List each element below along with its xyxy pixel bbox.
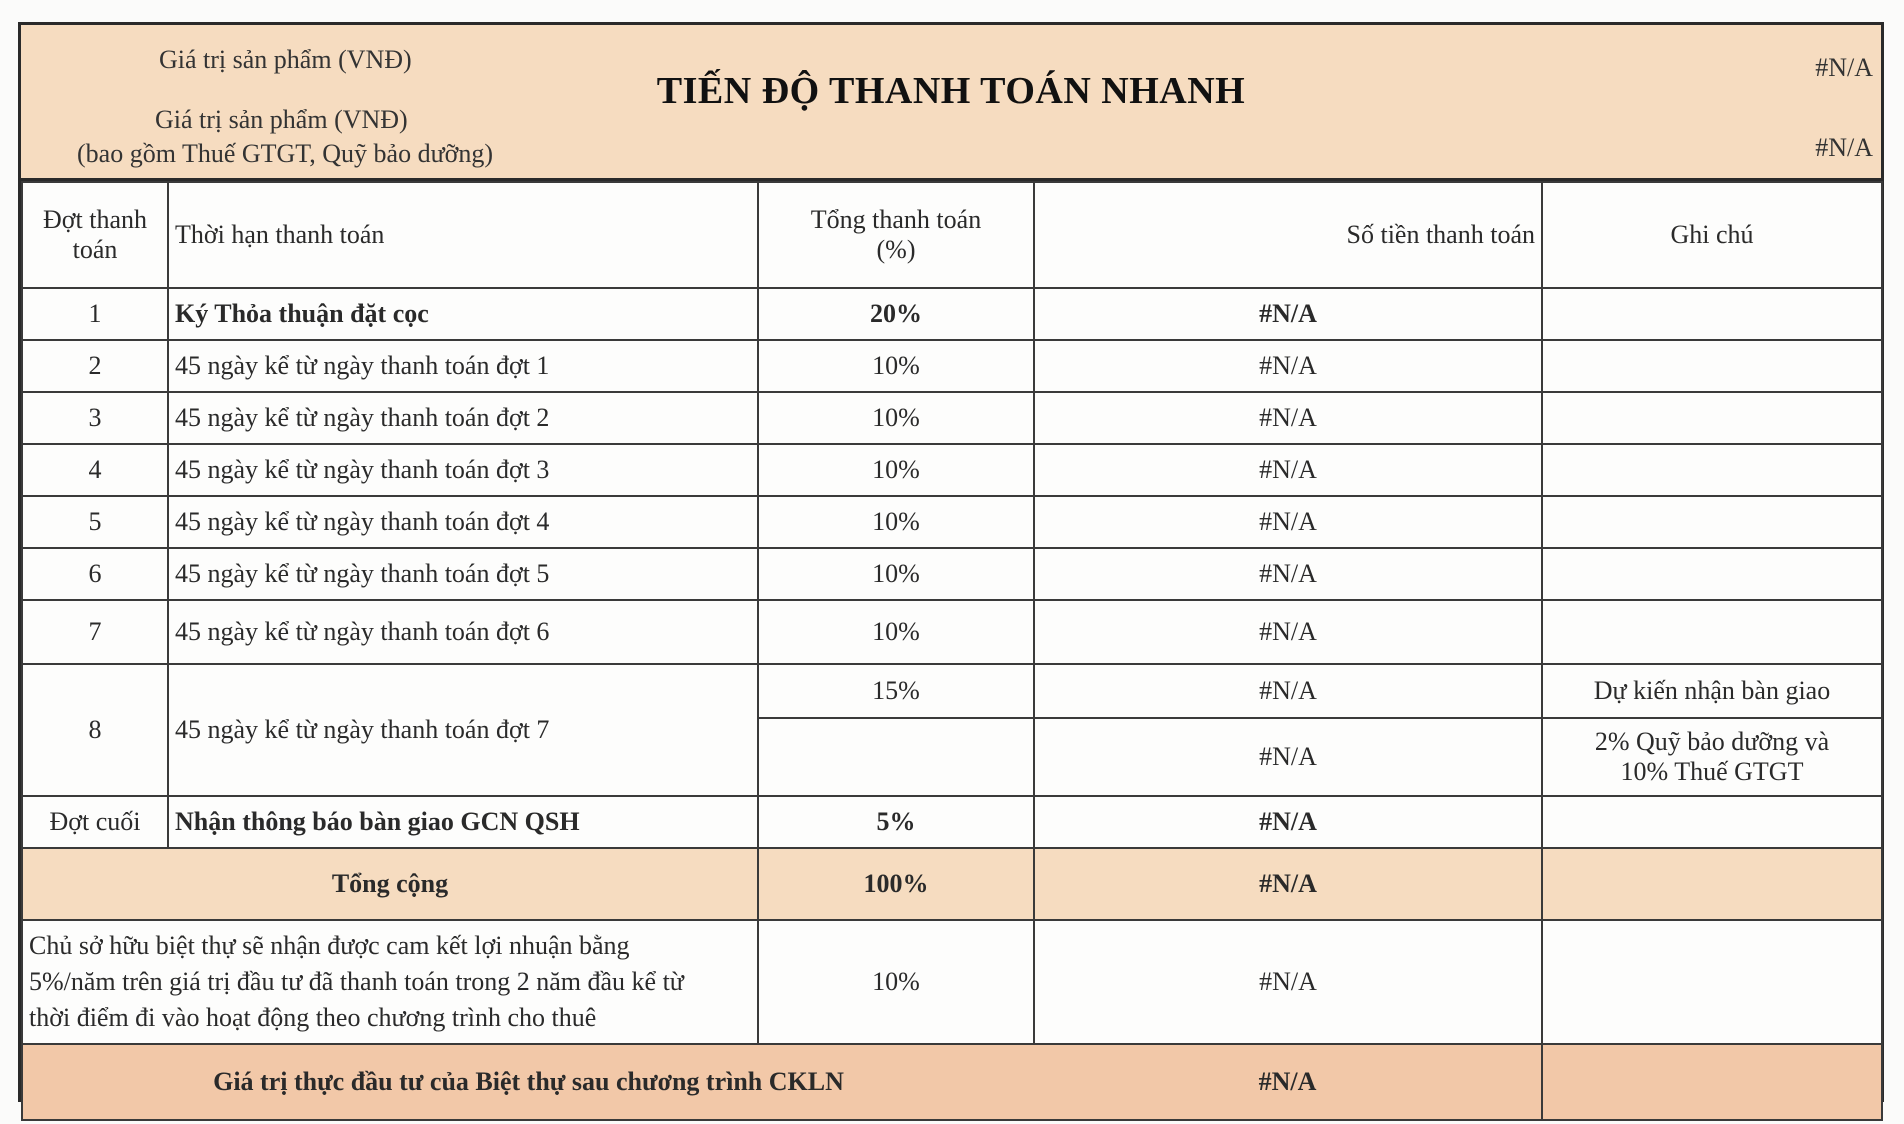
payment-note [1541,391,1883,445]
commitment-percent: 10% [757,919,1035,1045]
col-header-term: Thời hạn thanh toán [167,181,759,289]
payment-percent: 10% [757,599,1035,665]
payment-percent: 10% [757,495,1035,549]
payment-schedule-sheet: Giá trị sản phẩm (VNĐ) Giá trị sản phẩm … [18,22,1884,1121]
payment-amount: #N/A [1033,795,1543,849]
payment-note [1541,443,1883,497]
payment-percent: 5% [757,795,1035,849]
payment-term: 45 ngày kể từ ngày thanh toán đợt 1 [167,339,759,393]
payment-term: 45 ngày kể từ ngày thanh toán đợt 2 [167,391,759,445]
table-row: 6 45 ngày kể từ ngày thanh toán đợt 5 10… [21,547,1883,601]
table-row: #N/A 2% Quỹ bảo dưỡng và 10% Thuế GTGT [22,717,1883,797]
payment-note [1541,599,1883,665]
payment-percent [757,717,1035,797]
payment-percent: 10% [757,443,1035,497]
installment-number: Đợt cuối [21,795,169,849]
total-note [1541,847,1883,921]
table-row: 3 45 ngày kể từ ngày thanh toán đợt 2 10… [21,391,1883,445]
total-label: Tổng cộng [21,847,759,921]
total-row: Tổng cộng 100% #N/A [21,847,1883,921]
table-row: 2 45 ngày kể từ ngày thanh toán đợt 1 10… [21,339,1883,393]
product-value-incl-tax-note: (bao gồm Thuế GTGT, Quỹ bảo dưỡng) [77,139,494,168]
payment-note [1541,495,1883,549]
table-row: 7 45 ngày kể từ ngày thanh toán đợt 6 10… [21,599,1883,665]
product-value: #N/A [1815,53,1873,82]
payment-term: 45 ngày kể từ ngày thanh toán đợt 6 [167,599,759,665]
payment-term: 45 ngày kể từ ngày thanh toán đợt 5 [167,547,759,601]
payment-percent: 20% [757,287,1035,341]
payment-term: 45 ngày kể từ ngày thanh toán đợt 4 [167,495,759,549]
payment-note [1541,287,1883,341]
installment-number: 2 [21,339,169,393]
payment-amount: #N/A [1033,547,1543,601]
installment-number: 7 [21,599,169,665]
payment-amount: #N/A [1033,717,1543,797]
table-row: 5 45 ngày kể từ ngày thanh toán đợt 4 10… [21,495,1883,549]
product-value-incl-tax: #N/A [1815,133,1873,162]
table-header-row: Đợt thanh toán Thời hạn thanh toán Tổng t… [21,181,1883,289]
commitment-text: Chủ sở hữu biệt thự sẽ nhận được cam kết… [21,919,759,1045]
installment-number: 1 [21,287,169,341]
table-row: Đợt cuối Nhận thông báo bàn giao GCN QSH… [21,795,1883,849]
real-value-row: Giá trị thực đầu tư của Biệt thự sau chư… [21,1043,1883,1121]
payment-percent: 10% [757,391,1035,445]
payment-amount: #N/A [1033,599,1543,665]
table-row: 8 45 ngày kể từ ngày thanh toán đợt 7 15… [21,663,1883,797]
payment-amount: #N/A [1033,391,1543,445]
real-value-label: Giá trị thực đầu tư của Biệt thự sau chư… [21,1043,1034,1121]
payment-percent: 10% [757,547,1035,601]
commitment-amount: #N/A [1033,919,1543,1045]
installment-number: 3 [21,391,169,445]
installment-number: 8 [21,663,169,797]
installment-number: 5 [21,495,169,549]
real-value-note [1541,1043,1883,1121]
payment-term: 45 ngày kể từ ngày thanh toán đợt 7 [167,663,759,797]
payment-note [1541,547,1883,601]
product-value-label: Giá trị sản phẩm (VNĐ) [159,45,412,74]
payment-term: Ký Thỏa thuận đặt cọc [167,287,759,341]
col-header-total-percent: Tổng thanh toán (%) [757,181,1035,289]
col-header-installment: Đợt thanh toán [21,181,169,289]
payment-amount: #N/A [1033,663,1543,719]
col-header-amount: Số tiền thanh toán [1033,181,1543,289]
payment-amount: #N/A [1033,339,1543,393]
payment-amount: #N/A [1033,443,1543,497]
payment-note [1541,339,1883,393]
product-value-incl-tax-label: Giá trị sản phẩm (VNĐ) [155,105,408,134]
commitment-row: Chủ sở hữu biệt thự sẽ nhận được cam kết… [21,919,1883,1045]
table-row: 1 Ký Thỏa thuận đặt cọc 20% #N/A [21,287,1883,341]
payment-note: Dự kiến nhận bàn giao [1541,663,1883,719]
col-header-note: Ghi chú [1541,181,1883,289]
payment-amount: #N/A [1033,287,1543,341]
payment-percent: 10% [757,339,1035,393]
installment-number: 4 [21,443,169,497]
payment-note [1541,795,1883,849]
installment-number: 6 [21,547,169,601]
real-value-amount: #N/A [1034,1043,1543,1121]
payment-note: 2% Quỹ bảo dưỡng và 10% Thuế GTGT [1541,717,1883,797]
page-title: TIẾN ĐỘ THANH TOÁN NHANH [656,70,1246,112]
payment-term: 45 ngày kể từ ngày thanh toán đợt 3 [167,443,759,497]
payment-amount: #N/A [1033,495,1543,549]
payment-term: Nhận thông báo bàn giao GCN QSH [167,795,759,849]
commitment-note [1541,919,1883,1045]
total-percent: 100% [757,847,1035,921]
payment-percent: 15% [757,663,1035,719]
payment-table: Đợt thanh toán Thời hạn thanh toán Tổng t… [21,181,1883,1121]
schedule-header: Giá trị sản phẩm (VNĐ) Giá trị sản phẩm … [21,25,1881,181]
table-row: 4 45 ngày kể từ ngày thanh toán đợt 3 10… [21,443,1883,497]
total-amount: #N/A [1033,847,1543,921]
